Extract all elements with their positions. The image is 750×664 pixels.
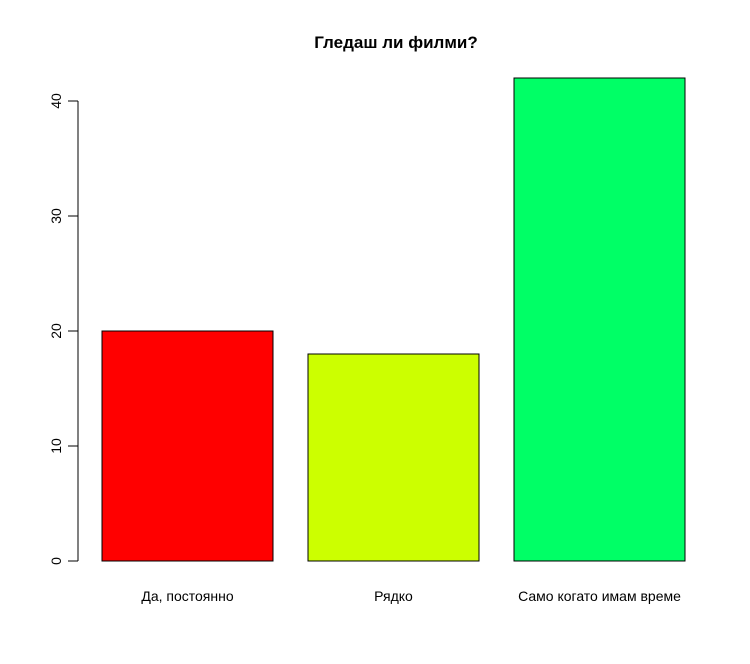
y-tick-label: 40 [48,93,64,109]
y-tick-label: 0 [48,557,64,565]
category-label: Рядко [374,588,413,604]
category-labels: Да, постоянно Рядко Само когато имам време [141,588,681,604]
category-label: Само когато имам време [518,588,681,604]
y-tick-label: 10 [48,438,64,454]
y-axis: 0 10 20 30 40 [48,93,79,565]
category-label: Да, постоянно [141,588,233,604]
bar [513,77,686,562]
y-tick-label: 30 [48,208,64,224]
y-tick-label: 20 [48,323,64,339]
chart-title: Гледаш ли филми? [314,33,477,52]
bar [101,330,274,562]
bars [101,77,686,562]
bar [307,353,480,562]
